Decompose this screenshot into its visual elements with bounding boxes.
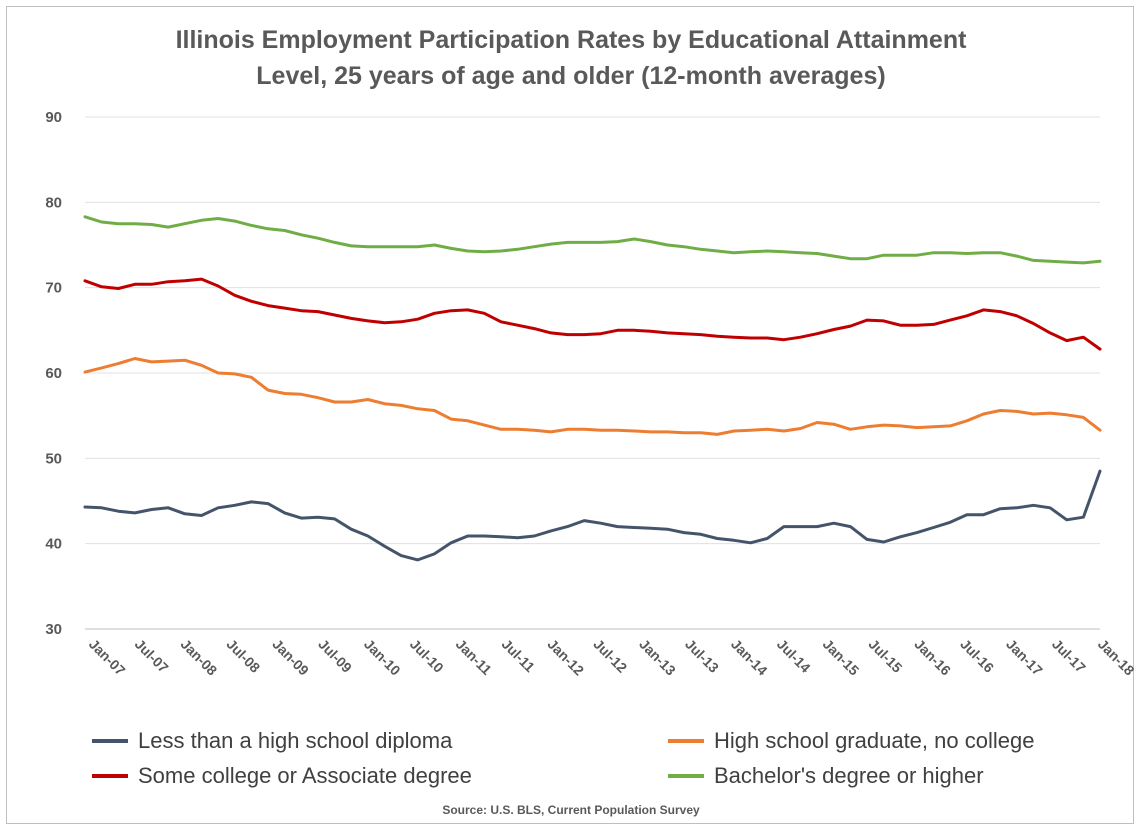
- legend-item-some-college: Some college or Associate degree: [92, 763, 472, 789]
- chart-title: Illinois Employment Participation Rates …: [0, 22, 1142, 94]
- legend-item-less-than-high-school: Less than a high school diploma: [92, 728, 452, 754]
- legend-label: Bachelor's degree or higher: [714, 763, 984, 788]
- legend-swatch: [668, 739, 704, 743]
- legend-item-high-school-graduate: High school graduate, no college: [668, 728, 1034, 754]
- legend-swatch: [668, 774, 704, 778]
- legend-item-bachelors: Bachelor's degree or higher: [668, 763, 984, 789]
- legend-swatch: [92, 774, 128, 778]
- legend-label: Less than a high school diploma: [138, 728, 453, 753]
- chart-frame: [6, 6, 1134, 824]
- legend-label: High school graduate, no college: [714, 728, 1035, 753]
- chart-title-line2: Level, 25 years of age and older (12-mon…: [256, 62, 886, 90]
- chart-title-line1: Illinois Employment Participation Rates …: [175, 26, 967, 54]
- source-note: Source: U.S. BLS, Current Population Sur…: [442, 803, 700, 817]
- legend-swatch: [92, 739, 128, 743]
- legend-label: Some college or Associate degree: [138, 763, 472, 788]
